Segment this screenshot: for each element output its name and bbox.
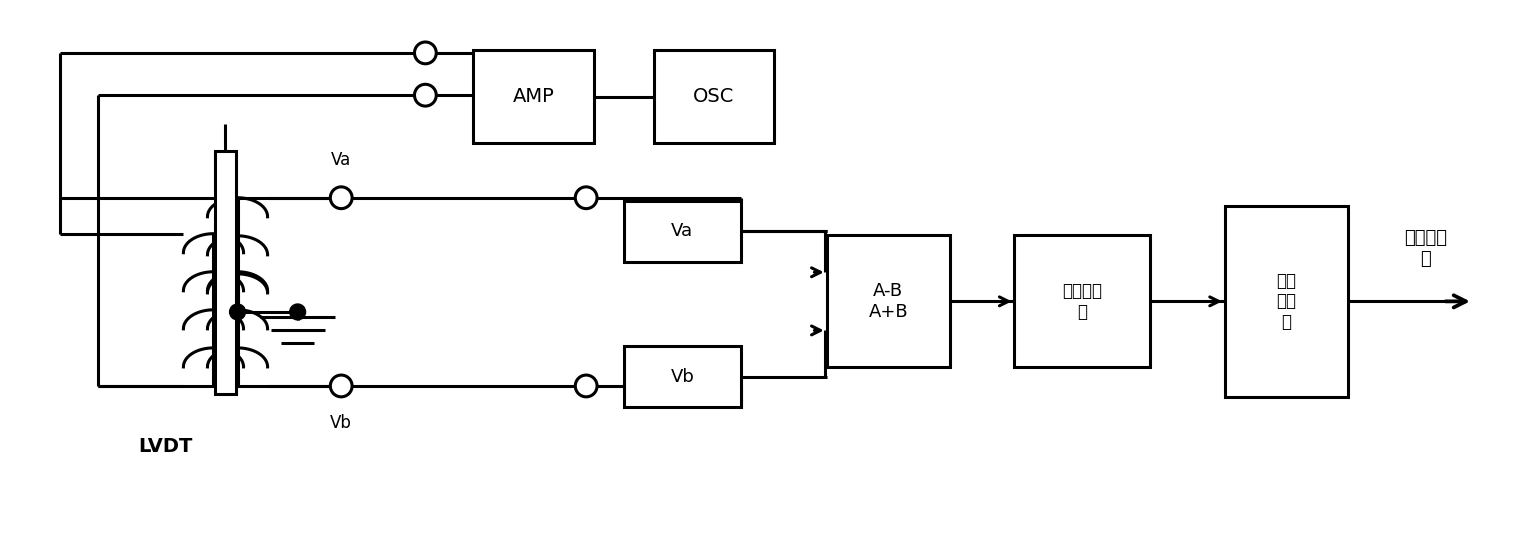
FancyBboxPatch shape bbox=[474, 50, 594, 143]
Text: A-B
A+B: A-B A+B bbox=[868, 282, 908, 321]
Text: Vb: Vb bbox=[331, 414, 352, 432]
FancyBboxPatch shape bbox=[1225, 206, 1348, 397]
FancyBboxPatch shape bbox=[216, 151, 235, 394]
FancyBboxPatch shape bbox=[654, 50, 774, 143]
Ellipse shape bbox=[229, 304, 246, 320]
Text: LVDT: LVDT bbox=[138, 437, 193, 456]
Text: 模拟量输
出: 模拟量输 出 bbox=[1404, 229, 1447, 268]
FancyBboxPatch shape bbox=[1014, 235, 1149, 367]
Text: Vb: Vb bbox=[671, 368, 694, 386]
FancyBboxPatch shape bbox=[827, 235, 950, 367]
Text: Va: Va bbox=[331, 152, 351, 169]
Text: 滤波整流
器: 滤波整流 器 bbox=[1063, 282, 1102, 321]
Text: AMP: AMP bbox=[513, 87, 554, 106]
Text: 伺服
放大
器: 伺服 放大 器 bbox=[1277, 272, 1296, 331]
Text: Va: Va bbox=[671, 222, 694, 240]
Text: OSC: OSC bbox=[694, 87, 735, 106]
FancyBboxPatch shape bbox=[624, 346, 741, 407]
FancyBboxPatch shape bbox=[624, 201, 741, 262]
Ellipse shape bbox=[290, 304, 305, 320]
